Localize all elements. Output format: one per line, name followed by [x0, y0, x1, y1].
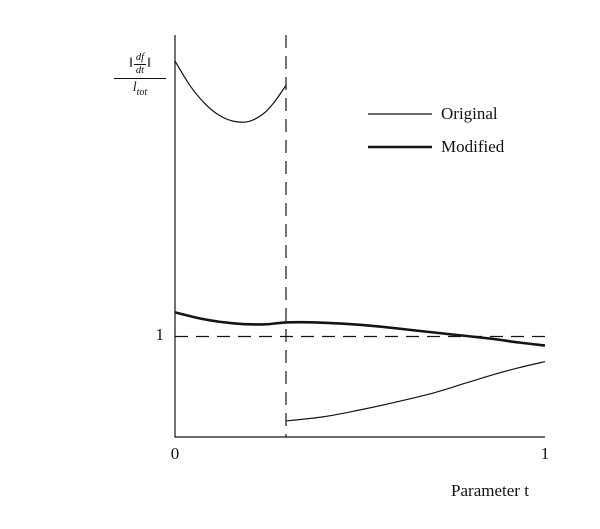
- inner-fraction-numerator: df: [133, 52, 147, 65]
- norm-bracket-left: ‖: [128, 56, 133, 72]
- x-axis-label: Parameter t: [451, 481, 529, 500]
- series-line-modified: [174, 311, 546, 347]
- denom-base: l: [132, 80, 137, 96]
- y-axis-label-numerator: ‖ df dt ‖: [110, 52, 170, 76]
- series-line-original-segment-1: [174, 60, 287, 123]
- x-tick-label-1: 1: [540, 444, 550, 463]
- legend-label-modified: Modified: [441, 137, 505, 156]
- inner-fraction: df dt: [133, 52, 147, 76]
- inner-fraction-denominator: dt: [135, 64, 145, 76]
- denom-subscript: tot: [136, 86, 148, 98]
- fraction-bar: [114, 78, 166, 80]
- x-tick-label-0: 0: [170, 444, 180, 463]
- y-axis-label: ‖ df dt ‖ ltot: [110, 52, 170, 98]
- y-tick-label-1: 1: [155, 325, 165, 344]
- y-axis-label-denominator: ltot: [110, 80, 170, 98]
- legend-label-original: Original: [441, 104, 498, 123]
- norm-bracket-right: ‖: [147, 56, 152, 72]
- series-line-original-segment-2: [285, 361, 546, 422]
